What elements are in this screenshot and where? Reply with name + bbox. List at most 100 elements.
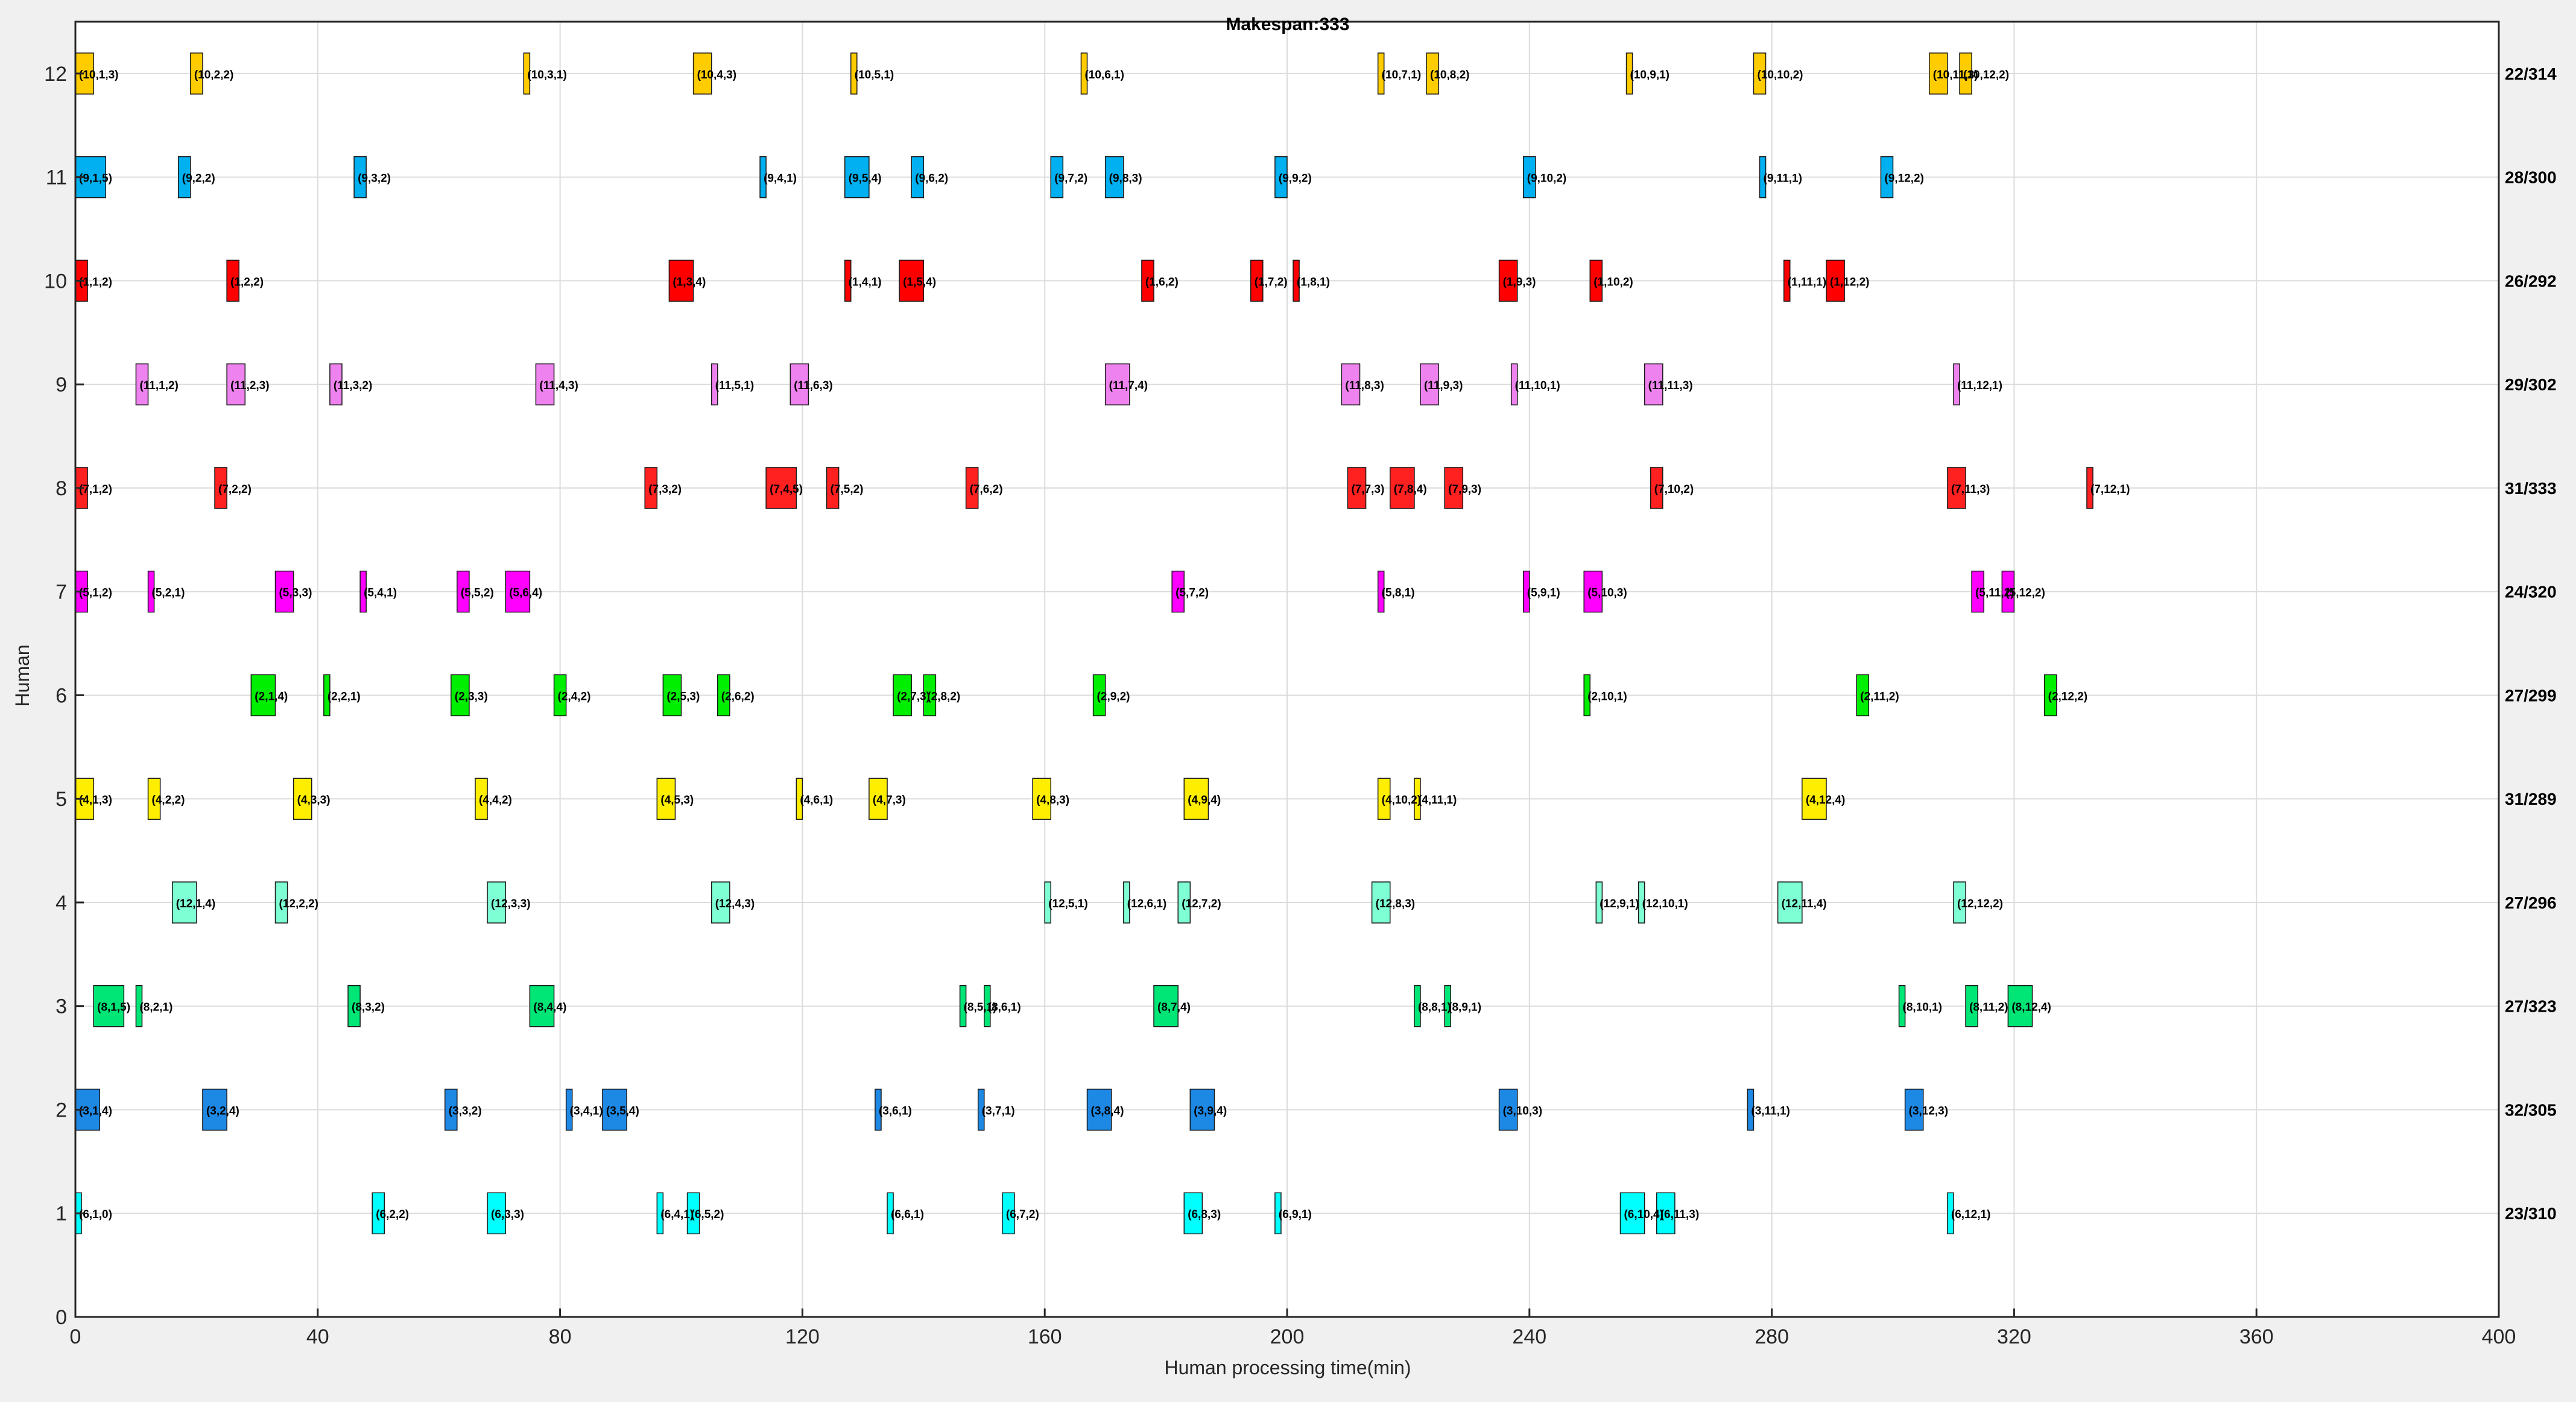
task-bar (1347, 467, 1367, 509)
task-bar (1153, 985, 1179, 1027)
y-tick-label: 0 (55, 1306, 67, 1329)
task-label: (5,2,1) (152, 587, 185, 600)
right-label: 23/310 (2505, 1204, 2557, 1223)
y-tick-label: 2 (55, 1099, 67, 1121)
y-tick-label: 1 (55, 1202, 67, 1225)
x-tick-label: 400 (2482, 1325, 2516, 1348)
task-label: (5,6,4) (509, 587, 542, 600)
task-bar (844, 156, 870, 198)
task-label: (1,7,2) (1255, 276, 1288, 288)
task-label: (1,4,1) (849, 276, 882, 288)
y-tick-label: 4 (55, 892, 67, 915)
task-bar (965, 467, 979, 509)
task-bar (1080, 52, 1088, 95)
task-label: (3,3,2) (449, 1105, 482, 1117)
task-label: (4,8,3) (1036, 794, 1069, 807)
task-bar (274, 570, 294, 613)
task-bar (487, 1192, 506, 1234)
task-bar (135, 985, 143, 1027)
task-label: (9,4,1) (764, 173, 797, 185)
task-label: (8,2,1) (139, 1001, 172, 1014)
task-label: (12,11,4) (1782, 898, 1827, 910)
task-label: (9,3,2) (358, 173, 391, 185)
task-label: (8,1,5) (97, 1001, 130, 1014)
task-bar (1377, 52, 1385, 95)
task-bar (1826, 259, 1845, 302)
task-bar (1371, 881, 1391, 924)
task-label: (4,7,3) (873, 794, 906, 807)
task-bar (893, 674, 912, 717)
task-bar (93, 985, 125, 1027)
task-label: (8,3,2) (352, 1001, 385, 1014)
task-bar (553, 674, 567, 717)
task-label: (11,12,1) (1957, 379, 2002, 392)
task-bar (662, 674, 682, 717)
task-bar (959, 985, 967, 1027)
task-label: (11,3,2) (334, 379, 372, 392)
right-label: 24/320 (2505, 583, 2557, 601)
task-bar (717, 674, 730, 717)
task-label: (11,10,1) (1515, 379, 1560, 392)
task-bar (1625, 52, 1633, 95)
task-bar (796, 778, 803, 820)
task-label: (1,1,2) (79, 276, 112, 288)
task-bar (977, 1088, 985, 1131)
task-label: (7,6,2) (970, 483, 1003, 496)
right-label: 26/292 (2505, 271, 2557, 290)
y-tick-label: 10 (44, 270, 67, 293)
task-label: (12,6,1) (1127, 898, 1166, 910)
task-label: (3,7,1) (982, 1105, 1015, 1117)
task-label: (6,10,4) (1624, 1208, 1663, 1221)
task-label: (3,10,3) (1503, 1105, 1542, 1117)
task-bar (1656, 1192, 1676, 1234)
task-bar (1777, 881, 1803, 924)
task-label: (3,4,1) (570, 1105, 603, 1117)
task-label: (2,6,2) (721, 690, 755, 703)
task-bar (2001, 570, 2015, 613)
task-bar (1650, 467, 1663, 509)
task-bar (347, 985, 361, 1027)
task-label: (8,12,4) (2011, 1001, 2051, 1014)
task-bar (1183, 778, 1209, 820)
task-label: (1,11,1) (1788, 276, 1826, 288)
task-bar (171, 881, 197, 924)
task-bar (1390, 467, 1415, 509)
task-label: (6,2,2) (376, 1208, 409, 1221)
chart-title: Makespan:333 (1226, 14, 1349, 34)
right-label: 27/299 (2505, 686, 2557, 705)
task-label: (9,9,2) (1279, 173, 1312, 185)
task-bar (850, 52, 858, 95)
task-label: (2,12,2) (2048, 690, 2087, 703)
task-label: (10,2,2) (194, 69, 233, 81)
task-label: (1,8,1) (1297, 276, 1330, 288)
y-tick-label: 12 (44, 63, 67, 86)
task-bar (1104, 363, 1130, 405)
task-label: (7,8,4) (1394, 483, 1427, 496)
task-label: (12,3,3) (491, 898, 530, 910)
task-label: (2,11,2) (1860, 690, 1899, 703)
task-bar (1377, 778, 1391, 820)
task-label: (2,8,2) (927, 690, 960, 703)
task-bar (899, 259, 925, 302)
task-label: (11,9,3) (1424, 379, 1463, 392)
task-bar (535, 363, 555, 405)
task-bar (1953, 881, 1966, 924)
task-label: (2,2,1) (328, 690, 361, 703)
task-bar (226, 259, 239, 302)
task-bar (1971, 570, 1984, 613)
task-bar (505, 570, 531, 613)
task-label: (2,10,1) (1587, 690, 1627, 703)
task-label: (8,7,4) (1157, 1001, 1191, 1014)
task-label: (12,10,1) (1642, 898, 1688, 910)
task-bar (1420, 363, 1439, 405)
task-bar (1747, 1088, 1755, 1131)
y-tick-label: 9 (55, 373, 67, 396)
task-label: (3,5,4) (606, 1105, 639, 1117)
task-label: (3,12,3) (1909, 1105, 1948, 1117)
task-label: (1,6,2) (1145, 276, 1179, 288)
task-label: (12,12,2) (1957, 898, 2003, 910)
task-label: (1,5,4) (903, 276, 936, 288)
task-label: (8,9,1) (1448, 1001, 1481, 1014)
